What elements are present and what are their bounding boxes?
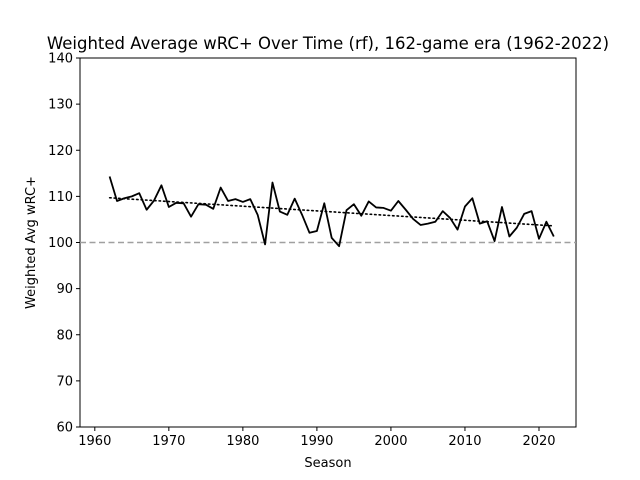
data-point [419, 224, 421, 226]
data-point [116, 200, 118, 202]
data-point [412, 218, 414, 220]
data-point [479, 222, 481, 224]
data-point [523, 213, 525, 215]
data-point [249, 198, 251, 200]
data-point [197, 203, 199, 205]
data-point [464, 205, 466, 207]
data-point [234, 198, 236, 200]
data-point [405, 209, 407, 211]
chart-title: Weighted Average wRC+ Over Time (rf), 16… [47, 34, 609, 53]
data-point [256, 214, 258, 216]
data-point [538, 238, 540, 240]
data-point [160, 184, 162, 186]
x-tick-label: 2020 [522, 434, 555, 449]
data-point [331, 237, 333, 239]
data-point [190, 215, 192, 217]
data-point [175, 202, 177, 204]
y-tick-label: 110 [48, 190, 73, 205]
y-tick-label: 100 [48, 236, 73, 251]
data-point [501, 206, 503, 208]
data-point [131, 195, 133, 197]
data-point [553, 235, 555, 237]
y-tick-label: 140 [48, 52, 73, 67]
data-point [508, 235, 510, 237]
data-point [242, 201, 244, 203]
y-axis-label: Weighted Avg wRC+ [24, 176, 39, 309]
data-point [301, 214, 303, 216]
data-point [338, 245, 340, 247]
data-point [442, 210, 444, 212]
data-point [456, 228, 458, 230]
y-tick-label: 120 [48, 144, 73, 159]
data-point [516, 227, 518, 229]
y-tick-label: 90 [56, 282, 73, 297]
data-point [397, 200, 399, 202]
y-tick-label: 80 [56, 328, 73, 343]
y-tick-label: 70 [56, 374, 73, 389]
data-point [449, 217, 451, 219]
x-tick-label: 1990 [300, 434, 333, 449]
data-point [486, 220, 488, 222]
plot-area [79, 57, 577, 428]
data-point [182, 202, 184, 204]
x-tick-label: 1980 [226, 434, 259, 449]
y-axis: 60 70 80 90 100 110 120 130 140 [48, 52, 80, 436]
data-point [264, 243, 266, 245]
data-point [212, 208, 214, 210]
data-point [138, 192, 140, 194]
y-tick-label: 130 [48, 98, 73, 113]
data-point [168, 206, 170, 208]
x-tick-label: 2000 [374, 434, 407, 449]
data-point [360, 215, 362, 217]
data-point [382, 207, 384, 209]
data-point [145, 209, 147, 211]
data-point [123, 197, 125, 199]
data-point [368, 200, 370, 202]
x-axis: 1960 1970 1980 1990 2000 2010 2020 [78, 427, 556, 449]
series-line [108, 176, 555, 248]
data-point [108, 175, 110, 177]
data-point [545, 221, 547, 223]
data-point [308, 232, 310, 234]
data-point [293, 197, 295, 199]
data-point [375, 206, 377, 208]
x-tick-label: 1970 [152, 434, 185, 449]
data-point [205, 203, 207, 205]
y-tick-label: 60 [56, 421, 73, 436]
data-point [279, 210, 281, 212]
data-point [530, 210, 532, 212]
data-point [219, 186, 221, 188]
series-layer [108, 175, 555, 248]
data-point [427, 222, 429, 224]
data-point [316, 230, 318, 232]
data-point [345, 209, 347, 211]
data-point [153, 199, 155, 201]
data-point [286, 214, 288, 216]
data-point [390, 209, 392, 211]
data-point [323, 202, 325, 204]
data-point [434, 221, 436, 223]
x-axis-label: Season [304, 456, 351, 471]
data-point [471, 197, 473, 199]
data-point [271, 181, 273, 183]
x-tick-label: 1960 [78, 434, 111, 449]
x-tick-label: 2010 [448, 434, 481, 449]
data-point [493, 240, 495, 242]
data-point [227, 200, 229, 202]
data-point [353, 203, 355, 205]
